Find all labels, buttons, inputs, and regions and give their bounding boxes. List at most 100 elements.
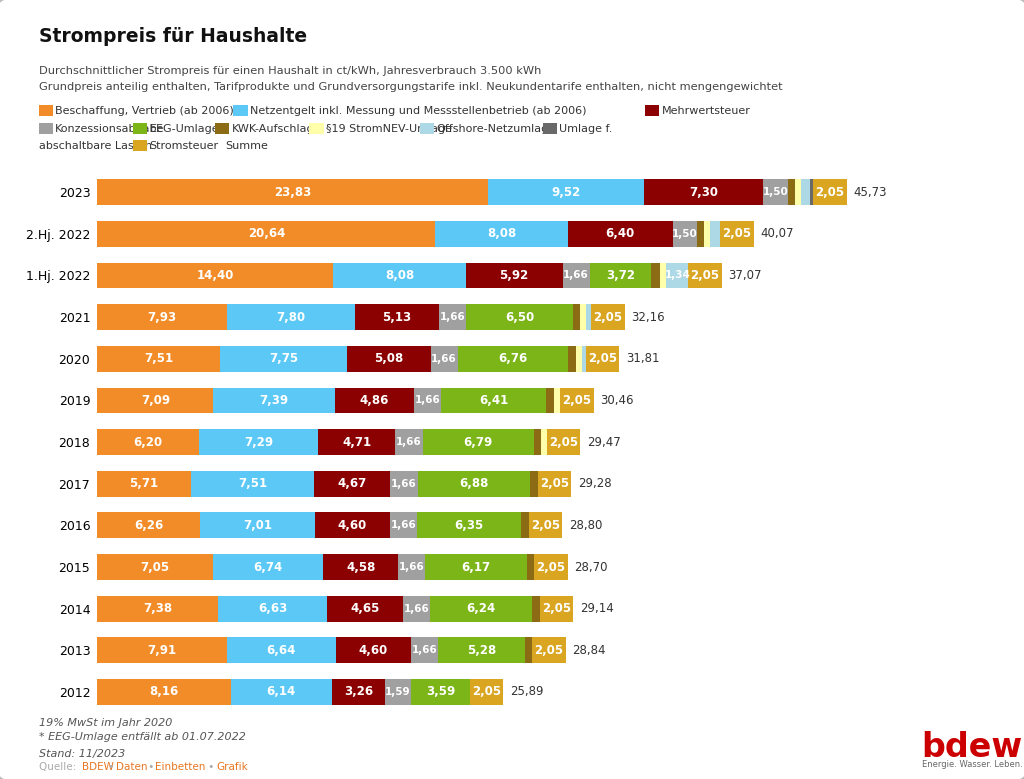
Bar <box>227 305 355 330</box>
Bar <box>534 429 541 455</box>
Text: 8,08: 8,08 <box>385 269 414 282</box>
Text: Beschaffung, Vertrieb (ab 2006): Beschaffung, Vertrieb (ab 2006) <box>55 106 234 115</box>
Text: 1,34: 1,34 <box>665 270 690 280</box>
Bar <box>213 387 335 414</box>
Bar <box>97 513 200 538</box>
Bar <box>97 596 218 622</box>
Text: abschaltbare Lasten: abschaltbare Lasten <box>39 141 152 150</box>
Text: 29,14: 29,14 <box>580 602 613 615</box>
Text: 6,17: 6,17 <box>462 561 490 573</box>
Bar <box>540 596 573 622</box>
Text: Grafik: Grafik <box>216 762 248 772</box>
Text: 7,01: 7,01 <box>243 519 271 532</box>
Bar <box>580 305 586 330</box>
Text: 6,26: 6,26 <box>134 519 163 532</box>
Bar <box>218 596 327 622</box>
Bar <box>547 387 554 414</box>
Text: Quelle:: Quelle: <box>39 762 80 772</box>
Bar <box>97 429 199 455</box>
Text: 4,60: 4,60 <box>338 519 367 532</box>
Bar <box>390 471 418 497</box>
Text: 1,66: 1,66 <box>415 396 440 405</box>
Text: •: • <box>144 762 158 772</box>
Bar <box>650 263 660 288</box>
Bar <box>97 679 231 705</box>
Text: 4,58: 4,58 <box>346 561 376 573</box>
Text: 1,66: 1,66 <box>399 562 425 572</box>
Bar <box>568 346 575 372</box>
Text: 1,66: 1,66 <box>412 645 437 655</box>
Text: 2,05: 2,05 <box>472 686 501 699</box>
Text: 7,09: 7,09 <box>140 394 170 407</box>
Text: 3,26: 3,26 <box>344 686 373 699</box>
Bar <box>403 596 430 622</box>
Bar <box>438 637 524 663</box>
Bar <box>591 305 625 330</box>
Bar <box>521 513 528 538</box>
Text: 2,05: 2,05 <box>537 561 565 573</box>
Text: 7,51: 7,51 <box>144 352 173 365</box>
Bar <box>801 179 810 205</box>
Text: 3,59: 3,59 <box>426 686 455 699</box>
Bar <box>572 305 580 330</box>
Bar <box>547 429 581 455</box>
Text: 2,05: 2,05 <box>690 269 720 282</box>
Text: 3,72: 3,72 <box>606 269 635 282</box>
Bar <box>487 179 644 205</box>
Bar <box>398 554 425 580</box>
Text: 2,05: 2,05 <box>542 602 571 615</box>
Bar <box>332 679 385 705</box>
Text: 30,46: 30,46 <box>600 394 634 407</box>
Text: Durchschnittlicher Strompreis für einen Haushalt in ct/kWh, Jahresverbrauch 3.50: Durchschnittlicher Strompreis für einen … <box>39 66 542 76</box>
Bar <box>673 221 697 247</box>
Bar <box>644 179 763 205</box>
Text: •: • <box>105 762 118 772</box>
Bar <box>568 221 673 247</box>
Bar <box>562 263 590 288</box>
Bar <box>582 346 586 372</box>
Text: 7,39: 7,39 <box>259 394 289 407</box>
Text: 5,28: 5,28 <box>467 643 496 657</box>
Bar <box>763 179 787 205</box>
Bar <box>435 221 568 247</box>
Bar <box>333 263 466 288</box>
Bar <box>200 513 314 538</box>
Bar <box>417 513 521 538</box>
Text: Energie. Wasser. Leben.: Energie. Wasser. Leben. <box>922 760 1022 769</box>
Text: 4,67: 4,67 <box>338 478 367 490</box>
Text: 2,05: 2,05 <box>723 227 752 241</box>
Text: 7,38: 7,38 <box>143 602 172 615</box>
Text: 25,89: 25,89 <box>510 686 544 699</box>
Text: 19% MwSt im Jahr 2020: 19% MwSt im Jahr 2020 <box>39 718 172 728</box>
Bar <box>441 387 547 414</box>
Bar <box>411 637 438 663</box>
Text: 37,07: 37,07 <box>728 269 762 282</box>
Text: Konzessionsabgabe: Konzessionsabgabe <box>55 124 165 133</box>
Text: 1,66: 1,66 <box>391 520 417 530</box>
Bar <box>385 679 411 705</box>
Bar <box>213 554 324 580</box>
Text: 2,05: 2,05 <box>815 185 845 199</box>
Text: 7,75: 7,75 <box>269 352 298 365</box>
Text: 7,30: 7,30 <box>689 185 718 199</box>
Bar <box>526 554 534 580</box>
Bar <box>466 263 562 288</box>
Text: 45,73: 45,73 <box>853 185 887 199</box>
Bar <box>667 263 688 288</box>
Bar <box>560 387 594 414</box>
Text: 8,16: 8,16 <box>150 686 179 699</box>
Text: Summe: Summe <box>225 141 268 150</box>
Text: 2,05: 2,05 <box>530 519 560 532</box>
Bar <box>97 263 333 288</box>
Text: 6,35: 6,35 <box>455 519 484 532</box>
Text: 6,76: 6,76 <box>499 352 527 365</box>
Text: Umlage f.: Umlage f. <box>559 124 612 133</box>
Text: 7,05: 7,05 <box>140 561 170 573</box>
Bar <box>355 305 439 330</box>
Bar <box>439 305 466 330</box>
Bar <box>458 346 568 372</box>
Bar <box>430 346 458 372</box>
Text: 7,29: 7,29 <box>244 435 273 449</box>
Text: 1,66: 1,66 <box>403 604 429 614</box>
Bar <box>418 471 530 497</box>
